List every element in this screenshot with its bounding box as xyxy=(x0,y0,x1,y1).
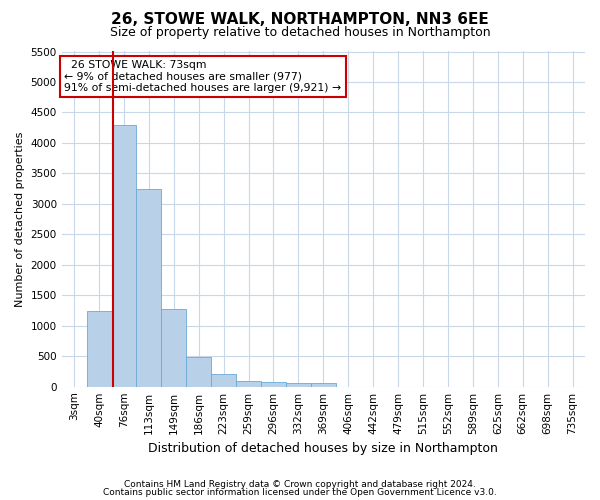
Bar xyxy=(161,308,186,386)
Text: 26, STOWE WALK, NORTHAMPTON, NN3 6EE: 26, STOWE WALK, NORTHAMPTON, NN3 6EE xyxy=(111,12,489,28)
Bar xyxy=(261,382,286,386)
Text: 26 STOWE WALK: 73sqm  
← 9% of detached houses are smaller (977)
91% of semi-det: 26 STOWE WALK: 73sqm ← 9% of detached ho… xyxy=(64,60,341,93)
Bar xyxy=(136,188,161,386)
Bar xyxy=(86,310,112,386)
Y-axis label: Number of detached properties: Number of detached properties xyxy=(15,132,25,307)
Bar xyxy=(112,124,136,386)
Bar xyxy=(186,358,211,386)
Bar xyxy=(311,384,336,386)
Bar xyxy=(236,380,261,386)
Bar xyxy=(211,374,236,386)
X-axis label: Distribution of detached houses by size in Northampton: Distribution of detached houses by size … xyxy=(148,442,498,455)
Text: Size of property relative to detached houses in Northampton: Size of property relative to detached ho… xyxy=(110,26,490,39)
Text: Contains HM Land Registry data © Crown copyright and database right 2024.: Contains HM Land Registry data © Crown c… xyxy=(124,480,476,489)
Bar xyxy=(286,384,311,386)
Text: Contains public sector information licensed under the Open Government Licence v3: Contains public sector information licen… xyxy=(103,488,497,497)
